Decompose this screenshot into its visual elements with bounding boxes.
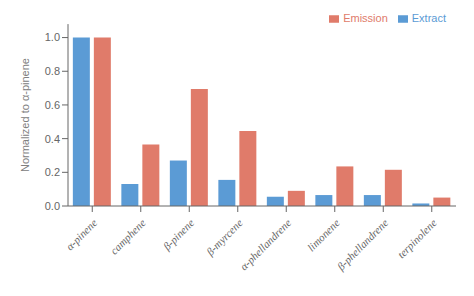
svg-text:0.8: 0.8 [45, 65, 60, 77]
svg-text:1.0: 1.0 [45, 31, 60, 43]
svg-text:0.6: 0.6 [45, 99, 60, 111]
svg-text:0.0: 0.0 [45, 200, 60, 212]
svg-text:terpinolene: terpinolene [395, 217, 439, 261]
svg-text:camphene: camphene [108, 217, 148, 257]
svg-text:limonene: limonene [305, 217, 342, 254]
svg-text:β-myrcene: β-myrcene [203, 217, 245, 259]
html-text:Extract: Extract [411, 12, 446, 24]
svg-text:0.2: 0.2 [45, 166, 60, 178]
svg-text:β-pinene: β-pinene [160, 217, 196, 253]
svg-text:β-phellandrene: β-phellandrene [334, 217, 390, 273]
svg-text:α-pinene: α-pinene [63, 217, 99, 253]
svg-text:0.4: 0.4 [45, 133, 60, 145]
html-text:Emission: Emission [343, 12, 388, 24]
svg-text:α-phellandrene: α-phellandrene [237, 217, 293, 273]
svg-text:Normalized to α-pinene: Normalized to α-pinene [19, 58, 31, 172]
